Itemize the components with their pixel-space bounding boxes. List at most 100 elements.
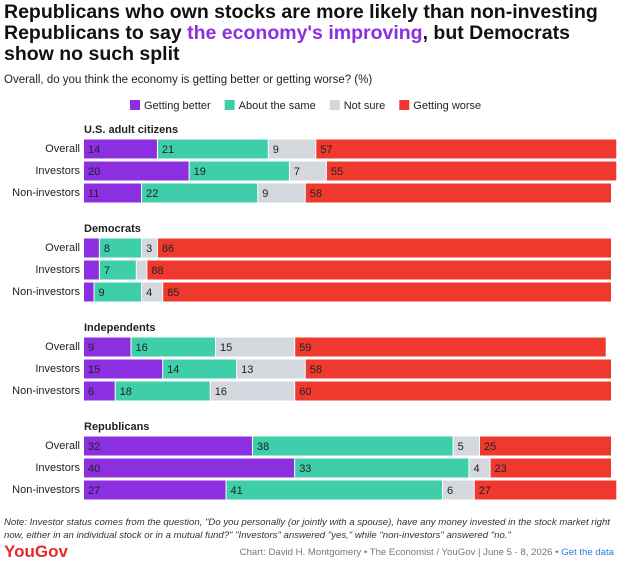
category-label: Overall (45, 341, 80, 353)
bar-segment (237, 359, 305, 379)
bar-segment (142, 183, 258, 203)
legend-label: Getting better (144, 100, 211, 112)
category-label: Overall (45, 143, 80, 155)
value-label: 18 (120, 386, 132, 398)
bar-segment (99, 238, 142, 258)
bar-segment (142, 282, 163, 302)
value-label: 14 (167, 364, 179, 376)
value-label: 40 (88, 463, 100, 475)
bar-segment (295, 381, 611, 401)
value-label: 33 (299, 463, 311, 475)
bar-segment (469, 458, 490, 478)
bar-segment (84, 183, 142, 203)
bar-segment (142, 238, 157, 258)
bar-segment (99, 260, 136, 280)
bar-segment (84, 161, 189, 181)
value-label: 9 (99, 287, 105, 299)
value-label: 25 (484, 441, 496, 453)
value-label: 59 (299, 342, 311, 354)
value-label: 9 (88, 342, 94, 354)
title: Republicans who own stocks are more like… (4, 2, 616, 65)
bar-segment (210, 381, 295, 401)
category-label: Non-investors (12, 484, 80, 496)
bar-segment (163, 282, 611, 302)
value-label: 19 (194, 166, 206, 178)
bar-segment (115, 381, 210, 401)
legend-swatch (224, 100, 235, 110)
category-label: Non-investors (12, 385, 80, 397)
bar-segment (84, 359, 163, 379)
bar-segment (163, 359, 237, 379)
legend-label: About the same (239, 100, 316, 112)
value-label: 16 (136, 342, 148, 354)
bar-segment (147, 260, 612, 280)
bar-segment (84, 436, 252, 456)
title-text: , but Democrats show no such split (4, 22, 570, 65)
value-label: 4 (473, 463, 479, 475)
bar-segment (84, 458, 295, 478)
legend-swatch (399, 100, 410, 110)
legend-label: Not sure (344, 100, 386, 112)
value-label: 6 (447, 485, 453, 497)
value-label: 15 (220, 342, 232, 354)
bar-segment (326, 161, 617, 181)
bar-segment (295, 458, 469, 478)
bar-segment (157, 238, 612, 258)
panel-title: Republicans (84, 421, 149, 433)
bar-segment (84, 260, 99, 280)
bar-segment (226, 480, 443, 500)
value-label: 58 (310, 188, 322, 200)
category-label: Non-investors (12, 187, 80, 199)
bar-segment (268, 139, 316, 159)
bar-segment (84, 480, 226, 500)
value-label: 13 (241, 364, 253, 376)
bar-segment (490, 458, 611, 478)
category-label: Non-investors (12, 286, 80, 298)
panel-title: Independents (84, 322, 156, 334)
bar-segment (480, 436, 611, 456)
value-label: 23 (495, 463, 507, 475)
source: Chart: David H. Montgomery • The Economi… (240, 547, 614, 558)
bar-segment (252, 436, 453, 456)
bar-segment (84, 381, 115, 401)
note: Note: Investor status comes from the que… (4, 517, 610, 541)
value-label: 5 (458, 441, 464, 453)
value-label: 60 (299, 386, 311, 398)
value-label: 57 (320, 144, 332, 156)
bar-segment (289, 161, 326, 181)
value-label: 14 (88, 144, 100, 156)
bar-segment (94, 282, 142, 302)
bar-segment (216, 337, 295, 357)
data-link[interactable]: Get the data (561, 547, 614, 558)
bar-segment (84, 337, 131, 357)
value-label: 7 (294, 166, 300, 178)
value-label: 27 (88, 485, 100, 497)
bar-segment (84, 139, 157, 159)
legend-swatch (329, 100, 340, 110)
bar-segment (453, 436, 479, 456)
value-label: 86 (162, 243, 174, 255)
value-label: 9 (262, 188, 268, 200)
bar-segment (474, 480, 617, 500)
category-label: Investors (35, 363, 80, 375)
value-label: 21 (162, 144, 174, 156)
bar-segment (131, 337, 215, 357)
value-label: 58 (310, 364, 322, 376)
value-label: 9 (273, 144, 279, 156)
panel-title: U.S. adult citizens (84, 124, 178, 136)
value-label: 20 (88, 166, 100, 178)
panel-title: Democrats (84, 223, 141, 235)
value-label: 22 (146, 188, 158, 200)
bar-segment (443, 480, 474, 500)
value-label: 15 (88, 364, 100, 376)
bar-segment (295, 337, 606, 357)
value-label: 16 (215, 386, 227, 398)
value-label: 11 (88, 188, 99, 200)
subtitle: Overall, do you think the economy is get… (4, 74, 373, 86)
value-label: 8 (104, 243, 110, 255)
title-text: Republicans who own stocks are more like… (4, 1, 598, 44)
category-label: Overall (45, 440, 80, 452)
bar-segment (84, 238, 99, 258)
logo: YouGov (4, 542, 68, 561)
